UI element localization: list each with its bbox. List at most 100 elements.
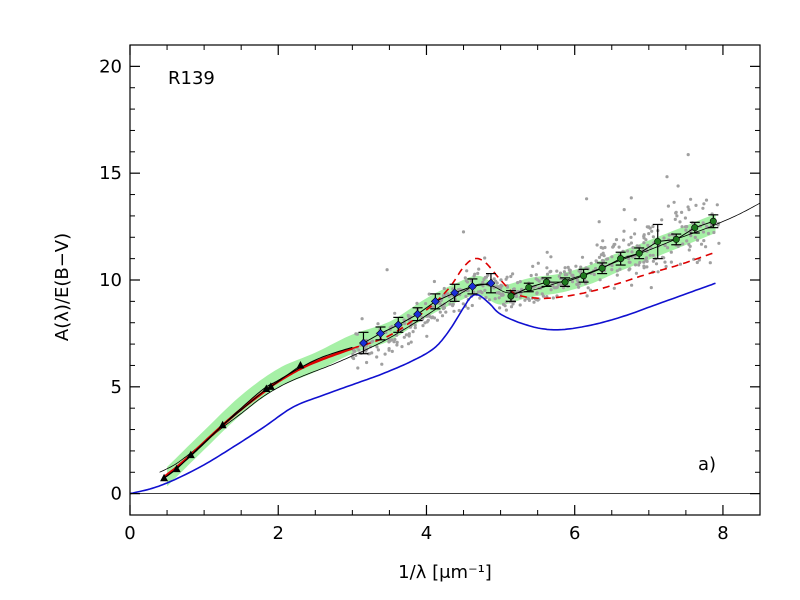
scatter-point — [585, 197, 589, 201]
scatter-point — [493, 297, 497, 301]
scatter-point — [461, 302, 465, 306]
scatter-point — [650, 229, 654, 233]
blue-diamond-point — [393, 320, 403, 330]
photometry-triangle — [160, 473, 169, 482]
photometry-triangle — [266, 382, 275, 390]
green-dot-point — [654, 238, 662, 246]
scatter-point — [667, 233, 671, 237]
scatter-point — [577, 285, 581, 289]
scatter-point — [631, 246, 635, 250]
scatter-point — [692, 257, 696, 261]
scatter-point — [395, 340, 399, 344]
scatter-point — [610, 263, 614, 268]
scatter-point — [669, 260, 674, 264]
scatter-point — [457, 308, 461, 313]
scatter-point — [472, 274, 476, 278]
scatter-point — [354, 332, 358, 336]
scatter-point — [629, 235, 633, 239]
scatter-point — [689, 234, 693, 238]
scatter-point — [425, 320, 429, 324]
scatter-point — [597, 255, 602, 259]
scatter-point — [406, 313, 410, 318]
scatter-point — [613, 242, 617, 246]
scatter-point — [617, 245, 621, 249]
scatter-point — [570, 273, 574, 277]
scatter-point — [562, 270, 567, 274]
scatter-point — [503, 304, 507, 308]
scatter-point — [712, 230, 716, 235]
scatter-point — [512, 287, 516, 291]
photometry-triangle — [262, 384, 271, 392]
scatter-point — [579, 265, 583, 269]
scatter-point — [629, 241, 634, 245]
scatter-point — [622, 238, 626, 242]
scatter-point — [651, 235, 656, 239]
scatter-point — [444, 310, 448, 314]
y-tick-label: 5 — [111, 377, 122, 398]
scatter-point — [551, 296, 555, 300]
scatter-point — [674, 211, 678, 215]
scatter-point — [704, 198, 709, 202]
green-dot-point — [598, 264, 606, 272]
axes: 0 2 4 6 8 0 5 10 15 20 — [99, 44, 761, 544]
scatter-point — [629, 196, 633, 200]
scatter-point — [531, 264, 535, 268]
photometry-triangle — [218, 420, 227, 429]
scatter-point — [595, 243, 599, 247]
scatter-point — [511, 302, 515, 306]
scatter-point — [678, 220, 682, 224]
scatter-point — [651, 259, 656, 263]
scatter-point — [697, 258, 701, 262]
scatter-point — [715, 203, 719, 207]
scatter-point — [375, 355, 379, 359]
blue-diamond-point — [376, 328, 385, 338]
scatter-point — [537, 279, 541, 283]
x-axis-label: 1/λ [μm⁻¹] — [398, 562, 492, 583]
scatter-point — [654, 262, 659, 266]
scatter-point — [549, 255, 553, 259]
scatter-point — [411, 330, 415, 334]
scatter-point — [402, 335, 406, 339]
scatter-point — [601, 239, 605, 243]
scatter-point — [424, 302, 428, 306]
scatter-point — [438, 310, 442, 314]
scatter-point — [589, 261, 593, 265]
scatter-point — [634, 271, 639, 275]
scatter-point — [574, 264, 578, 268]
scatter-point — [432, 279, 436, 284]
scatter-point — [699, 242, 704, 246]
scatter-point — [383, 352, 387, 356]
blue-diamond-point — [450, 288, 460, 298]
scatter-point — [516, 281, 520, 285]
scatter-point — [483, 275, 487, 280]
scatter-point — [464, 279, 468, 283]
scatter-point — [376, 348, 380, 352]
scatter-point — [701, 230, 706, 234]
scatter-point — [365, 360, 369, 365]
scatter-point — [686, 205, 690, 209]
scatter-point — [498, 306, 502, 310]
scatter-point — [585, 294, 589, 298]
x-tick-label: 0 — [124, 523, 135, 544]
scatter-point — [487, 298, 492, 302]
scatter-point — [518, 303, 522, 307]
scatter-point — [666, 204, 671, 208]
scatter-point — [435, 318, 439, 322]
scatter-point — [400, 345, 404, 349]
scatter-point — [663, 243, 667, 248]
scatter-point — [649, 286, 653, 290]
scatter-point — [598, 278, 602, 282]
scatter-point — [680, 225, 684, 229]
scatter-point — [647, 225, 651, 229]
scatter-point — [402, 318, 406, 322]
scatter-point — [642, 266, 646, 270]
scatter-point — [395, 343, 399, 347]
scatter-point — [393, 311, 397, 315]
scatter-point — [642, 260, 646, 264]
scatter-point — [628, 260, 632, 264]
scatter-point — [541, 294, 546, 298]
scatter-point — [673, 217, 677, 221]
photometry-triangle — [186, 450, 195, 459]
scatter-point — [407, 334, 411, 338]
